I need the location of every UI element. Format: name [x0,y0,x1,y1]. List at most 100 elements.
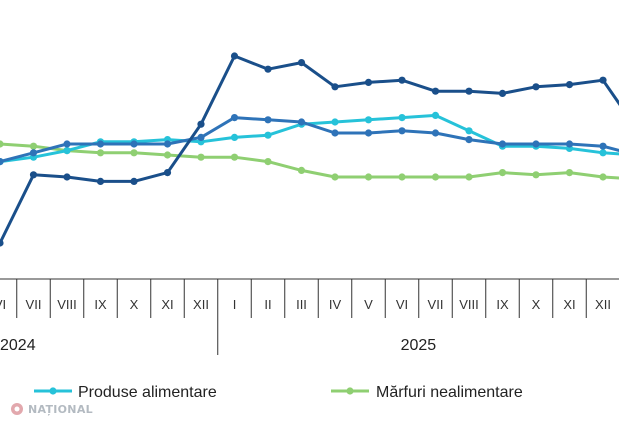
data-point-1-12 [398,127,406,135]
x-tick-label-5: XI [161,297,173,312]
series-layer [0,52,619,247]
data-point-1-1 [29,149,38,157]
data-point-3-7 [230,153,239,161]
data-point-0-6 [197,120,205,128]
data-point-0-7 [230,52,239,60]
x-axis: VIVIIVIIIIXXXIXIIIIIIIIIVVVIVIIVIIIIXXXI… [0,278,619,355]
data-point-3-8 [264,158,272,166]
data-point-1-4 [130,140,138,148]
data-point-3-0 [0,140,4,148]
x-tick-label-12: VI [396,297,408,312]
x-tick-label-8: II [264,297,271,312]
data-point-0-3 [96,177,105,185]
data-point-0-12 [398,76,406,84]
series-line-3 [0,142,619,180]
watermark-text: NAȚIONAL [28,403,93,416]
data-point-1-18 [599,142,607,150]
x-tick-label-11: V [364,297,373,312]
data-point-3-9 [297,166,306,174]
data-point-1-13 [431,129,440,137]
series-2 [0,111,619,166]
data-point-3-1 [29,142,38,150]
data-point-3-11 [364,173,373,181]
x-tick-label-16: X [532,297,541,312]
data-point-2-18 [599,149,607,157]
data-point-2-13 [431,111,440,119]
data-point-3-17 [565,169,574,177]
x-tick-label-18: XII [595,297,611,312]
data-point-3-10 [331,173,339,181]
data-point-0-5 [163,169,172,177]
watermark: NAȚIONAL [11,403,93,416]
series-line-2 [0,113,619,164]
data-point-0-9 [297,59,306,67]
data-point-3-15 [498,169,507,177]
data-point-0-1 [29,171,38,179]
data-point-2-10 [331,118,339,126]
data-point-3-3 [96,149,105,157]
watermark-logo-inner-icon [14,406,20,412]
x-tick-label-15: IX [496,297,509,312]
data-point-1-0 [0,158,4,166]
data-point-2-11 [364,116,373,124]
data-point-0-2 [63,173,71,181]
x-tick-label-10: IV [329,297,342,312]
data-point-0-10 [331,83,339,91]
data-point-2-14 [465,127,473,135]
data-point-0-14 [465,87,473,95]
legend-item-marfuri: Mărfuri nealimentare [331,384,523,401]
x-tick-label-0: VI [0,297,6,312]
x-tick-label-17: XI [563,297,575,312]
data-point-0-8 [264,65,272,73]
data-point-1-16 [532,140,540,148]
data-point-1-8 [264,116,272,124]
series-line-1 [0,116,619,164]
x-tick-label-13: VII [428,297,444,312]
series-line-0 [0,54,619,245]
data-point-1-7 [230,114,239,122]
data-point-0-0 [0,239,4,247]
legend-item-produse: Produse alimentare [34,384,217,401]
x-tick-label-3: IX [94,297,107,312]
data-point-1-6 [197,133,205,141]
data-point-1-17 [565,140,574,148]
data-point-1-15 [498,140,507,148]
data-point-1-2 [63,140,71,148]
data-point-3-18 [599,173,607,181]
data-point-0-4 [130,177,138,185]
legend-label-marfuri: Mărfuri nealimentare [376,384,523,401]
data-point-2-7 [230,133,239,141]
data-point-2-8 [264,131,272,139]
series-1 [0,114,619,166]
data-point-3-4 [130,149,138,157]
data-point-0-13 [431,87,440,95]
data-point-0-16 [532,83,540,91]
data-point-1-9 [297,118,306,126]
data-point-3-14 [465,173,473,181]
x-tick-label-14: VIII [459,297,479,312]
data-point-0-18 [599,76,607,84]
data-point-1-5 [163,140,172,148]
data-point-3-12 [398,173,406,181]
data-point-1-10 [331,129,339,137]
x-tick-label-2: VIII [57,297,77,312]
year-label-2024: 2024 [0,337,36,354]
data-point-2-12 [398,114,406,122]
legend-label-produse: Produse alimentare [78,384,217,401]
data-point-1-14 [465,136,473,144]
data-point-3-6 [197,153,205,161]
data-point-1-3 [96,140,105,148]
data-point-1-11 [364,129,373,137]
legend-marker-marfuri [346,387,354,395]
data-point-3-16 [532,171,540,179]
year-label-2025: 2025 [401,337,437,354]
x-tick-label-9: III [296,297,307,312]
data-point-3-13 [431,173,440,181]
series-0 [0,52,619,247]
x-tick-label-4: X [130,297,139,312]
data-point-2-2 [63,147,71,155]
legend-marker-produse [49,387,57,395]
data-point-0-11 [364,78,373,86]
x-tick-label-1: VII [26,297,42,312]
